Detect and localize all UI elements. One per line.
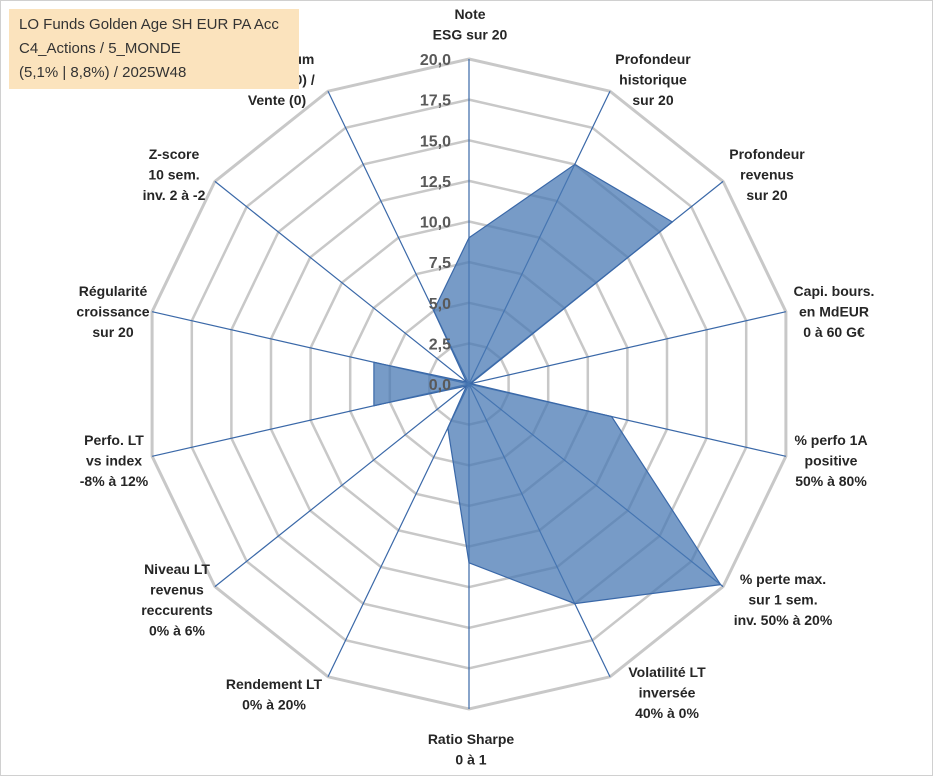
axis-label: Z-score 10 sem. inv. 2 à -2 [143, 146, 206, 203]
axis-label: Niveau LT revenus reccurents 0% à 6% [141, 561, 213, 639]
axis-spoke [327, 383, 470, 678]
tick-label: 0,0 [429, 377, 451, 394]
tick-label: 15,0 [420, 133, 451, 150]
axis-label: Profondeur revenus sur 20 [729, 146, 805, 203]
tick-label: 17,5 [420, 93, 451, 110]
fund-stats: (5,1% | 8,8%) / 2025W48 [19, 64, 187, 81]
axis-label: Note ESG sur 20 [433, 6, 508, 43]
axis-label: Profondeur historique sur 20 [615, 51, 691, 108]
tick-label: 2,5 [429, 336, 451, 353]
fund-info-box: LO Funds Golden Age SH EUR PA Acc C4_Act… [9, 9, 299, 89]
axis-label: Rendement LT 0% à 20% [226, 676, 323, 713]
axis-spoke [214, 180, 470, 385]
axis-spoke [214, 383, 470, 588]
axis-label: Régularité croissance sur 20 [76, 283, 149, 340]
axis-label: Perfo. LT vs index -8% à 12% [80, 432, 149, 489]
tick-label: 10,0 [420, 215, 451, 232]
series-layer [373, 163, 722, 605]
axis-spoke [468, 311, 787, 385]
tick-label: 12,5 [420, 174, 451, 191]
tick-layer: 0,0 2,5 5,0 7,5 10,0 12,5 15,0 17,5 20,0 [420, 52, 451, 394]
tick-label: 20,0 [420, 52, 451, 69]
fund-name: LO Funds Golden Age SH EUR PA Acc [19, 16, 279, 33]
axis-label: % perte max. sur 1 sem. inv. 50% à 20% [734, 571, 833, 628]
series-area [373, 163, 722, 605]
fund-category: C4_Actions / 5_MONDE [19, 40, 181, 57]
tick-label: 7,5 [429, 255, 451, 272]
axis-label: Volatilité LT inversée 40% à 0% [628, 664, 706, 721]
tick-label: 5,0 [429, 296, 451, 313]
axis-label: Ratio Sharpe 0 à 1 [428, 731, 515, 768]
axis-label: Capi. bours. en MdEUR 0 à 60 G€ [794, 283, 875, 340]
axis-label: % perfo 1A positive 50% à 80% [794, 432, 867, 489]
